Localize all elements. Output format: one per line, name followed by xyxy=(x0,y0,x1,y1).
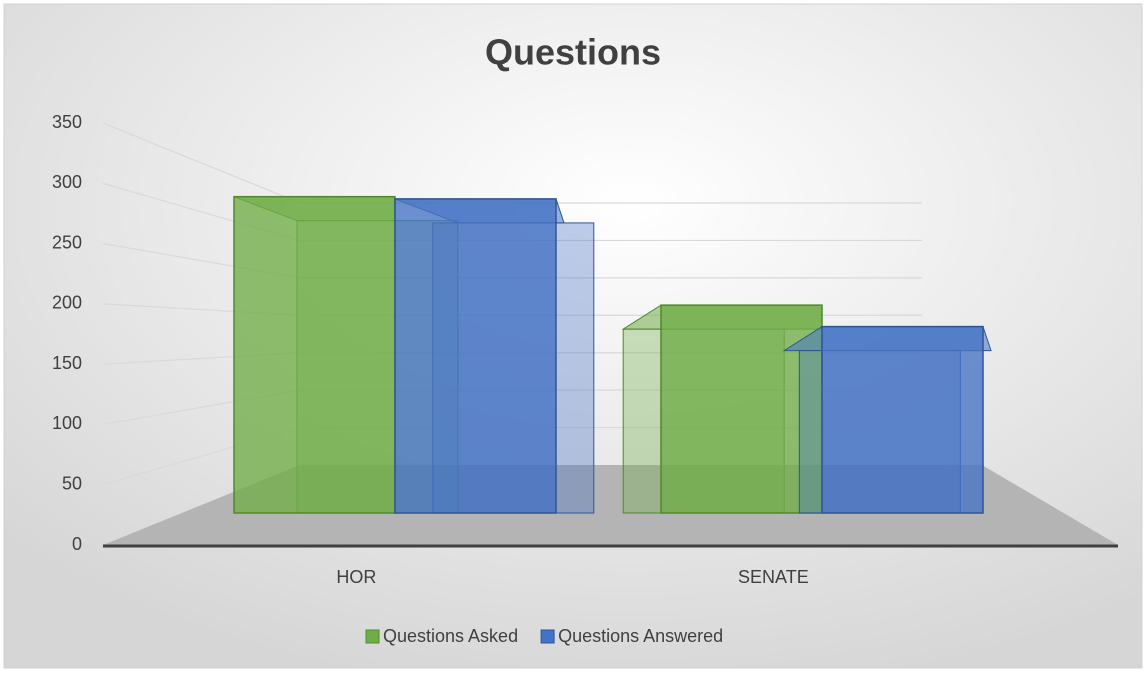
y-tick-label: 0 xyxy=(72,534,82,554)
bar-front xyxy=(821,325,984,514)
legend-label: Questions Answered xyxy=(558,626,723,646)
x-tick-label: SENATE xyxy=(738,567,809,587)
bar xyxy=(394,198,595,514)
y-tick-label: 50 xyxy=(62,473,82,493)
legend-label: Questions Asked xyxy=(383,626,518,646)
y-tick-label: 300 xyxy=(52,172,82,192)
y-tick-label: 100 xyxy=(52,413,82,433)
bar xyxy=(782,325,992,514)
chart-title: Questions xyxy=(485,32,661,73)
y-tick-label: 150 xyxy=(52,353,82,373)
legend-swatch xyxy=(365,629,380,644)
bar-front xyxy=(394,198,557,514)
y-tick-label: 350 xyxy=(52,112,82,132)
bar-front xyxy=(233,195,396,514)
y-tick-label: 200 xyxy=(52,293,82,313)
legend-swatch xyxy=(540,629,555,644)
bar xyxy=(621,304,823,514)
bar-front xyxy=(660,304,823,514)
y-tick-label: 250 xyxy=(52,232,82,252)
x-tick-label: HOR xyxy=(336,567,376,587)
bar xyxy=(233,195,459,514)
